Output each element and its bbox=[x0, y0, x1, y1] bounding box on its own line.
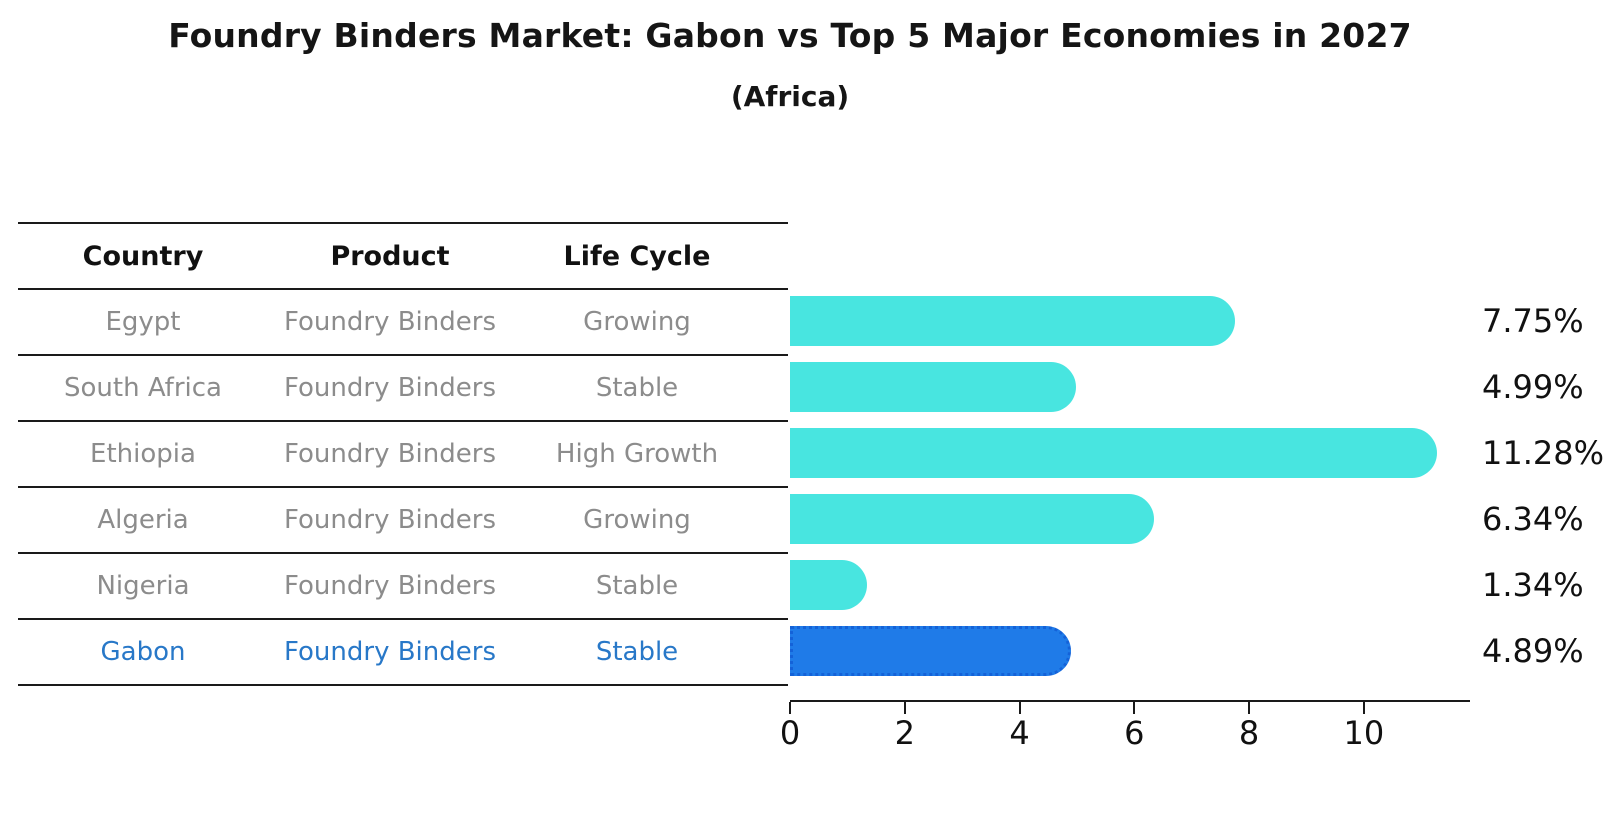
table-body: Egypt Foundry Binders Growing South Afri… bbox=[18, 288, 788, 684]
cell-country: Gabon bbox=[100, 637, 186, 667]
x-axis-tick-6 bbox=[1133, 702, 1136, 714]
x-axis-tick-label-4: 4 bbox=[1009, 714, 1030, 752]
bar-algeria bbox=[790, 494, 1154, 544]
x-axis-tick-label-0: 0 bbox=[779, 714, 801, 752]
page-subtitle: (Africa) bbox=[730, 80, 850, 113]
column-header-country: Country bbox=[82, 240, 204, 272]
cell-product: Foundry Binders bbox=[283, 571, 496, 601]
x-axis-tick-label-10: 10 bbox=[1343, 714, 1385, 752]
value-label-nigeria: 1.34% bbox=[1482, 566, 1584, 604]
x-axis-tick-0 bbox=[789, 702, 791, 714]
x-axis-tick-4 bbox=[1018, 702, 1021, 714]
x-axis-tick-label-6: 6 bbox=[1124, 714, 1145, 752]
table-header-row: Country Product Life Cycle bbox=[18, 222, 788, 288]
bar-ethiopia bbox=[790, 428, 1438, 478]
column-header-product: Product bbox=[330, 240, 450, 272]
cell-product: Foundry Binders bbox=[283, 637, 496, 667]
cell-life-cycle: High Growth bbox=[555, 439, 719, 469]
x-axis-tick-label-8: 8 bbox=[1238, 714, 1260, 752]
cell-country: Egypt bbox=[105, 307, 181, 337]
bar-chart-plot-area: 7.75% 4.99% 11.28% 6.34% 1.34% 4.89% 0 2 4 6 8 10 bbox=[780, 222, 1604, 782]
page-title: Foundry Binders Market: Gabon vs Top 5 M… bbox=[168, 16, 1412, 55]
value-label-gabon: 4.89% bbox=[1482, 632, 1584, 670]
value-label-egypt: 7.75% bbox=[1482, 302, 1584, 340]
cell-life-cycle: Stable bbox=[595, 637, 679, 667]
x-axis-tick-label-2: 2 bbox=[894, 714, 915, 752]
table-row: Egypt Foundry Binders Growing bbox=[18, 288, 788, 354]
x-axis-line bbox=[790, 700, 1470, 702]
bar-south-africa bbox=[790, 362, 1077, 412]
cell-product: Foundry Binders bbox=[283, 439, 496, 469]
cell-life-cycle: Stable bbox=[595, 373, 679, 403]
value-label-ethiopia: 11.28% bbox=[1482, 434, 1604, 472]
bar-nigeria bbox=[790, 560, 867, 610]
cell-country: Ethiopia bbox=[90, 439, 196, 469]
table-row: Algeria Foundry Binders Growing bbox=[18, 486, 788, 552]
table-row: Gabon Foundry Binders Stable bbox=[18, 618, 788, 684]
cell-country: Nigeria bbox=[96, 571, 190, 601]
table-row: South Africa Foundry Binders Stable bbox=[18, 354, 788, 420]
x-axis-tick-10 bbox=[1362, 702, 1365, 714]
table-row: Ethiopia Foundry Binders High Growth bbox=[18, 420, 788, 486]
value-label-algeria: 6.34% bbox=[1482, 500, 1584, 538]
x-axis-tick-2 bbox=[903, 702, 906, 714]
cell-product: Foundry Binders bbox=[283, 373, 496, 403]
cell-country: Algeria bbox=[97, 505, 189, 535]
cell-life-cycle: Growing bbox=[583, 505, 691, 535]
x-axis-tick-8 bbox=[1248, 702, 1251, 714]
bar-egypt bbox=[790, 296, 1235, 346]
bar-gabon bbox=[790, 626, 1071, 676]
cell-life-cycle: Stable bbox=[595, 571, 679, 601]
value-label-south-africa: 4.99% bbox=[1482, 368, 1584, 406]
cell-product: Foundry Binders bbox=[283, 505, 496, 535]
column-header-life-cycle: Life Cycle bbox=[563, 240, 711, 272]
cell-country: South Africa bbox=[64, 373, 222, 403]
cell-product: Foundry Binders bbox=[283, 307, 496, 337]
table-row: Nigeria Foundry Binders Stable bbox=[18, 552, 788, 618]
country-info-table: Country Product Life Cycle Egypt Foundry… bbox=[18, 222, 788, 686]
cell-life-cycle: Growing bbox=[583, 307, 691, 337]
